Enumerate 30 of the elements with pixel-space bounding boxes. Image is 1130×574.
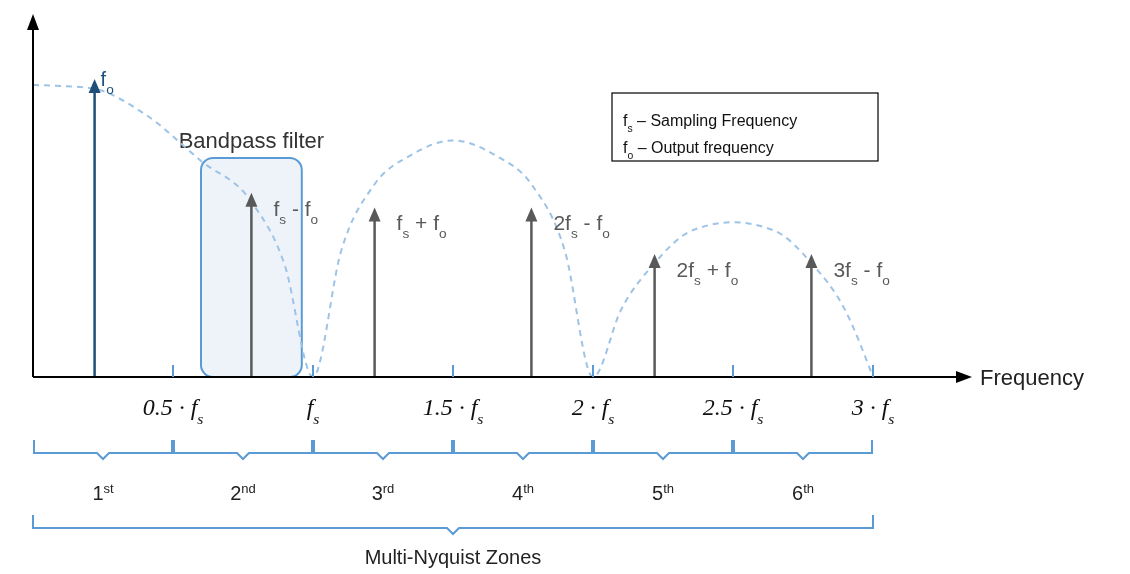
annotation: f$_{s}$ – Sampling Frequency — [623, 112, 798, 134]
point — [368, 207, 381, 222]
x-tick-label: 3 · f$_{s}$ — [850, 394, 895, 427]
point — [648, 254, 661, 269]
point — [88, 78, 101, 93]
annotation: 2f$_{s}$ + f$_{o}$ — [676, 258, 739, 288]
x-axis-title: Frequency — [980, 365, 1084, 390]
band-label: Bandpass filter — [178, 128, 325, 153]
text: 6$^{th}$ — [792, 480, 814, 504]
point — [245, 192, 258, 207]
annotation: f$_{o}$ — [100, 67, 115, 97]
annotation: 3f$_{s}$ - f$_{o}$ — [833, 258, 891, 288]
annotation: f$_{s}$ - f$_{o}$ — [273, 196, 319, 227]
x-tick-label: 2.5 · f$_{s}$ — [702, 394, 764, 427]
text: 3$^{rd}$ — [371, 480, 395, 504]
x-tick-label: 2 · f$_{s}$ — [571, 394, 615, 427]
text: 4$^{th}$ — [512, 480, 534, 504]
point — [805, 254, 818, 269]
annotation: 2f$_{s}$ - f$_{o}$ — [553, 211, 611, 241]
point — [525, 207, 538, 222]
note-box: f$_{s}$ – Sampling Frequency f$_{o}$ – Output frequency — [611, 92, 879, 162]
text: 5$^{th}$ — [652, 480, 674, 504]
x-tick-label: f$_{s}$ — [306, 394, 320, 427]
text: 2$^{nd}$ — [230, 480, 256, 504]
text: Multi-Nyquist Zones — [364, 546, 542, 568]
annotation: f$_{o}$ – Output frequency — [623, 139, 774, 161]
annotation: f$_{s}$ + f$_{o}$ — [396, 211, 448, 241]
text: 1$^{st}$ — [92, 480, 114, 504]
x-tick-label: 1.5 · f$_{s}$ — [422, 394, 484, 427]
x-tick-label: 0.5 · f$_{s}$ — [142, 394, 204, 427]
